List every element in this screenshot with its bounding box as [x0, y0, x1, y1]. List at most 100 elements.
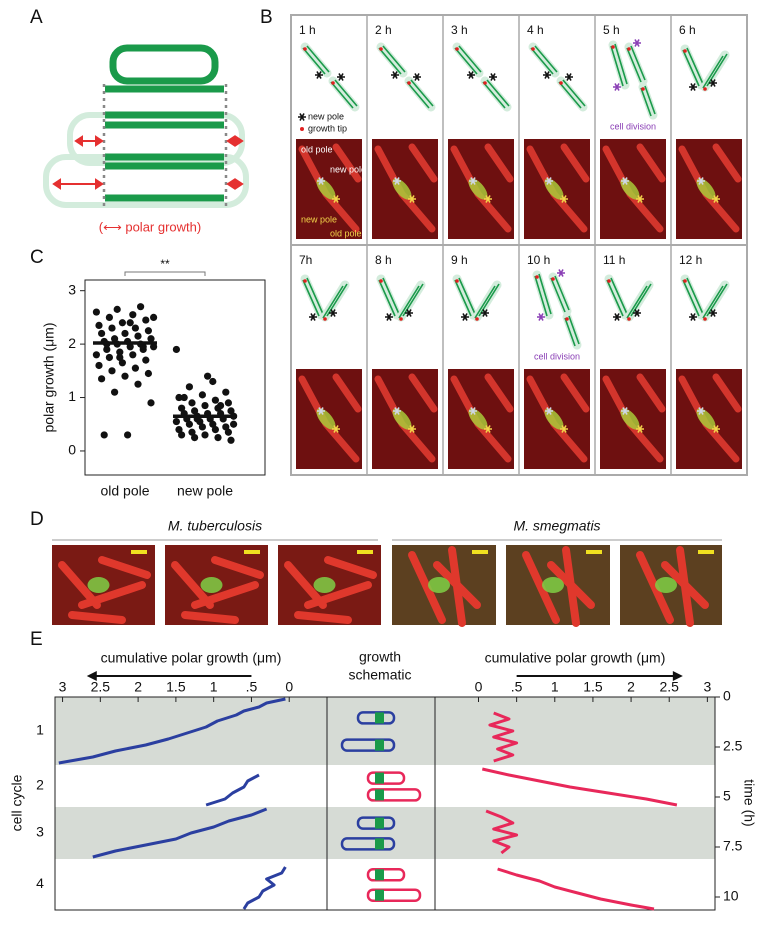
growth-line	[92, 807, 268, 859]
rod-wall	[610, 277, 628, 315]
growth-tip	[565, 317, 569, 321]
rod-wall	[706, 53, 728, 87]
data-point	[147, 399, 155, 407]
rod-wall	[486, 79, 510, 107]
rod-wall	[702, 285, 724, 319]
asterisk	[461, 313, 469, 321]
rod-wall	[454, 279, 472, 317]
scale-bar	[698, 550, 714, 554]
data-point	[185, 383, 193, 391]
cycle-axis-title: cell cycle	[9, 774, 25, 831]
schematic-core	[375, 712, 384, 724]
growth-tip	[455, 279, 459, 283]
rod-wall	[550, 277, 566, 313]
time-label: 8 h	[375, 253, 392, 267]
panel-label: C	[30, 247, 44, 268]
data-point	[198, 423, 206, 431]
micrograph-label: old pole	[301, 144, 333, 154]
plot-frame	[54, 696, 716, 911]
scale-bar	[586, 550, 602, 554]
x-tick-label: old pole	[100, 483, 149, 499]
x-tick-label: 0	[285, 679, 293, 695]
time-label: 4 h	[527, 23, 544, 37]
species-label: M. smegmatis	[513, 518, 600, 534]
asterisk	[712, 425, 720, 433]
growth-tip	[483, 81, 487, 85]
cell	[550, 420, 588, 463]
asterisk	[408, 195, 416, 203]
rod-ghost	[480, 76, 512, 112]
rod-wall	[326, 283, 348, 317]
scale-bar	[357, 550, 373, 554]
cell	[322, 190, 360, 233]
asterisk	[543, 71, 551, 79]
x-tick-label: .5	[246, 679, 258, 695]
asterisk	[484, 195, 492, 203]
x-tick-label: 1	[551, 679, 559, 695]
asterisk	[317, 177, 325, 185]
cell	[408, 143, 438, 183]
rod-wall	[682, 49, 700, 87]
time-label: 5 h	[603, 23, 620, 37]
cell	[676, 546, 694, 627]
rod-walls	[105, 85, 224, 202]
data-point	[230, 420, 238, 428]
dashed-guides	[102, 84, 228, 210]
rod-ghost	[376, 42, 408, 78]
growth-tip	[611, 45, 615, 49]
asterisk	[467, 71, 475, 79]
rod-wall	[606, 279, 624, 317]
growth-line	[497, 867, 655, 911]
data-point	[129, 351, 137, 359]
asterisk	[633, 39, 641, 47]
rod-ghost	[680, 274, 706, 320]
schematic-title: growth	[359, 649, 401, 665]
asterisk	[393, 177, 401, 185]
rod-wall	[610, 45, 624, 87]
rod-wall	[458, 277, 476, 315]
fluorescence	[696, 408, 716, 430]
asterisk	[481, 309, 489, 317]
data-point	[222, 423, 230, 431]
asterisk	[636, 195, 644, 203]
time-axis-title: time (h)	[741, 779, 757, 826]
asterisk	[545, 407, 553, 415]
data-point	[175, 425, 183, 434]
data-point	[118, 359, 126, 367]
growth-tip	[641, 87, 645, 91]
rod-ghost	[452, 274, 478, 320]
micrograph-label: new pole	[301, 214, 337, 224]
data-point	[126, 343, 134, 351]
x-tick-label: 2.5	[91, 679, 111, 695]
asterisk	[391, 71, 399, 79]
y-tick-label: 1	[68, 388, 76, 404]
data-point	[147, 335, 155, 343]
fluorescence	[655, 577, 677, 593]
cell	[408, 373, 438, 413]
data-point	[222, 388, 230, 396]
asterisk	[621, 407, 629, 415]
rod-wall	[568, 315, 580, 345]
rod-wall	[474, 285, 496, 319]
y-tick-label: 7.5	[723, 838, 743, 854]
cell	[636, 373, 666, 413]
schematic-rod	[340, 738, 396, 752]
rod-wall	[702, 55, 724, 89]
schematic-title: schematic	[348, 667, 411, 683]
growth-tip	[379, 279, 383, 283]
fluorescence	[544, 408, 564, 430]
rod-wall	[706, 283, 728, 317]
rod-wall	[558, 81, 582, 109]
cell	[626, 420, 664, 463]
y-tick-label: 0	[723, 688, 731, 704]
fluorescence	[468, 408, 488, 430]
rod-wall	[630, 45, 646, 81]
asterisk	[537, 313, 545, 321]
data-point	[131, 324, 139, 332]
x-tick-label: 2.5	[659, 679, 679, 695]
cell	[484, 373, 514, 413]
cell	[712, 373, 742, 413]
significance: **	[160, 257, 170, 271]
data-point	[111, 388, 119, 396]
y-tick-label: 2.5	[723, 738, 743, 754]
